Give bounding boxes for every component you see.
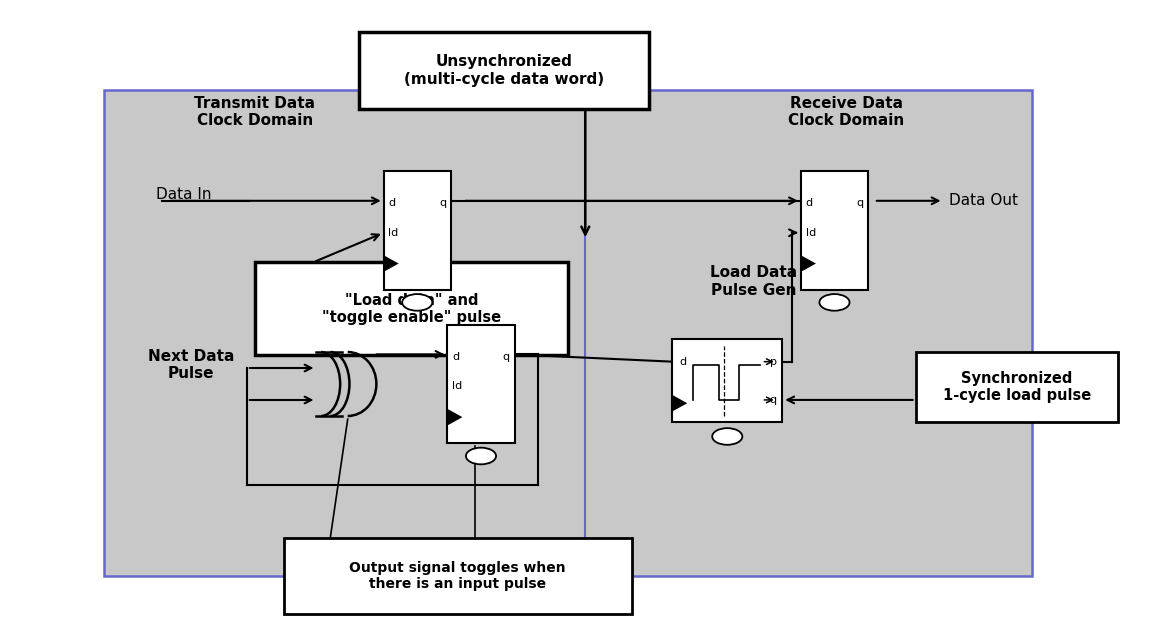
Text: q: q	[857, 198, 863, 208]
FancyBboxPatch shape	[359, 32, 649, 109]
FancyBboxPatch shape	[104, 90, 1032, 576]
Polygon shape	[672, 395, 687, 412]
Text: q: q	[503, 352, 510, 362]
Polygon shape	[384, 255, 399, 272]
FancyBboxPatch shape	[284, 538, 632, 614]
Text: ld: ld	[452, 381, 462, 392]
FancyBboxPatch shape	[384, 172, 451, 290]
Text: q: q	[770, 395, 777, 405]
Circle shape	[712, 428, 742, 445]
FancyBboxPatch shape	[801, 172, 868, 290]
Text: Output signal toggles when
there is an input pulse: Output signal toggles when there is an i…	[350, 561, 566, 591]
Text: d: d	[679, 356, 686, 367]
Text: Data Out: Data Out	[949, 193, 1019, 208]
Text: ld: ld	[806, 228, 816, 238]
FancyBboxPatch shape	[916, 352, 1118, 422]
Text: Transmit Data
Clock Domain: Transmit Data Clock Domain	[195, 96, 315, 129]
Text: q: q	[439, 198, 446, 208]
Circle shape	[466, 448, 496, 465]
Text: "Load data" and
"toggle enable" pulse: "Load data" and "toggle enable" pulse	[322, 292, 501, 325]
Circle shape	[819, 294, 850, 311]
Polygon shape	[801, 255, 816, 272]
Text: p: p	[770, 356, 777, 367]
Text: Next Data
Pulse: Next Data Pulse	[148, 349, 234, 381]
Text: ld: ld	[388, 228, 399, 238]
FancyBboxPatch shape	[672, 339, 782, 422]
Text: Synchronized
1-cycle load pulse: Synchronized 1-cycle load pulse	[943, 371, 1091, 403]
FancyBboxPatch shape	[255, 262, 568, 355]
Text: d: d	[452, 352, 459, 362]
Circle shape	[402, 294, 432, 311]
Text: Load Data
Pulse Gen: Load Data Pulse Gen	[709, 266, 797, 298]
Text: Data In: Data In	[156, 187, 212, 202]
Text: d: d	[806, 198, 812, 208]
Text: Unsynchronized
(multi-cycle data word): Unsynchronized (multi-cycle data word)	[404, 54, 604, 86]
Polygon shape	[447, 409, 462, 426]
Text: d: d	[388, 198, 395, 208]
FancyBboxPatch shape	[447, 325, 515, 444]
Text: Receive Data
Clock Domain: Receive Data Clock Domain	[788, 96, 904, 129]
